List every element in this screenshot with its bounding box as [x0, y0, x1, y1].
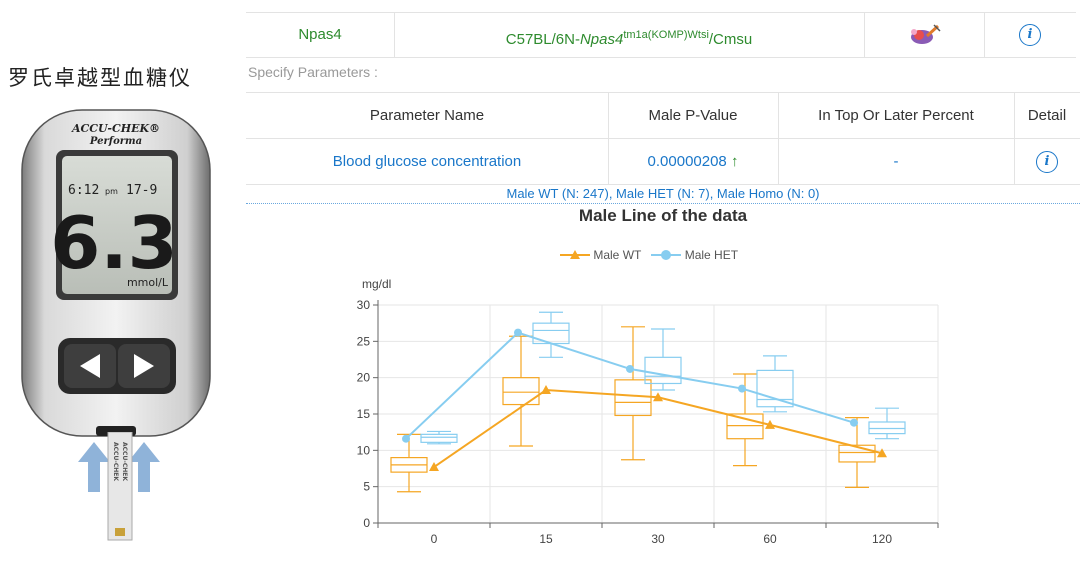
- strip-label: ACCU-CHEK: [112, 442, 119, 481]
- header-male-p-value: Male P-Value: [648, 107, 738, 124]
- box: [838, 444, 876, 463]
- meter-time: 6:12: [68, 183, 99, 198]
- series-line: [405, 331, 855, 440]
- p-value: 0.00000208: [647, 153, 727, 170]
- data-point: [429, 462, 439, 472]
- table-row: Blood glucose concentration 0.00000208 ↑…: [246, 138, 1080, 185]
- meter-brand: ACCU-CHEK®: [71, 122, 160, 135]
- box: [502, 377, 540, 406]
- percent-value: -: [893, 153, 899, 170]
- box: [532, 322, 570, 345]
- info-icon: i: [1019, 24, 1041, 47]
- chart-legend[interactable]: Male WT Male HET: [560, 247, 738, 262]
- data-point: [514, 328, 522, 337]
- data-point: [402, 434, 410, 443]
- gene-symbol[interactable]: Npas4: [298, 26, 342, 43]
- box: [868, 421, 906, 435]
- data-point: [738, 384, 746, 393]
- data-point: [653, 392, 663, 402]
- y-tick-label: 15: [357, 407, 371, 421]
- data-point: [877, 448, 887, 458]
- table-header-row: Parameter Name Male P-Value In Top Or La…: [246, 92, 1080, 138]
- meter-reading: 6.3: [50, 201, 178, 285]
- meter-unit: mmol/L: [127, 276, 169, 289]
- meter-date: 17-9: [126, 183, 157, 198]
- p-value-cell: 0.00000208 ↑: [608, 139, 778, 184]
- sample-summary: Male WT (N: 247), Male HET (N: 7), Male …: [246, 186, 1080, 204]
- y-tick-label: 0: [363, 516, 370, 530]
- chart-title: Male Line of the data: [578, 206, 748, 225]
- x-tick-label: 30: [651, 532, 665, 546]
- boxplot-line-chart: mg/dl 0 5 10 15 20 25 30 0 15 30 60 120: [357, 277, 939, 546]
- x-tick-label: 0: [431, 532, 438, 546]
- left-arrow-icon: [80, 354, 100, 378]
- gene-row: Npas4 C57BL/6N-Npas4tm1a(KOMP)Wtsi/Cmsu …: [246, 12, 1076, 58]
- x-tick-label: 60: [763, 532, 777, 546]
- legend-male-wt[interactable]: Male WT: [593, 247, 642, 262]
- info-icon: i: [1036, 151, 1058, 174]
- header-percent: In Top Or Later Percent: [818, 107, 974, 124]
- x-tick-label: 120: [872, 532, 892, 546]
- y-tick-label: 30: [357, 298, 371, 312]
- detail-button[interactable]: i: [1014, 139, 1080, 184]
- box: [756, 369, 794, 408]
- box: [420, 433, 458, 443]
- meter-pm: pm: [105, 187, 118, 196]
- y-tick-label: 5: [363, 480, 370, 494]
- y-tick-label: 25: [357, 334, 371, 348]
- test-strip-image: ACCU-CHEK ACCU-CHEK: [78, 432, 160, 541]
- data-point: [850, 418, 858, 427]
- parameter-link[interactable]: Blood glucose concentration: [332, 153, 522, 170]
- insert-arrow-icon: [78, 442, 110, 492]
- strip-label: ACCU-CHEK: [121, 442, 128, 481]
- data-point: [765, 419, 775, 429]
- arrow-up-icon: ↑: [730, 153, 739, 170]
- glucose-meter-image: ACCU-CHEK® Performa 6:12 pm 17-9 6.3 mmo…: [21, 109, 211, 437]
- parameter-table: Parameter Name Male P-Value In Top Or La…: [246, 92, 1080, 185]
- y-tick-label: 20: [357, 371, 371, 385]
- insert-arrow-icon: [128, 442, 160, 492]
- specify-parameters-label: Specify Parameters :: [248, 64, 378, 80]
- data-point: [541, 385, 551, 395]
- meter-model: Performa: [89, 136, 142, 147]
- box: [644, 356, 682, 385]
- allele-prefix: C57BL/6N-: [505, 31, 580, 48]
- series-line: [433, 388, 883, 468]
- y-tick-label: 10: [357, 443, 371, 457]
- box: [614, 379, 652, 417]
- allele-superscript: tm1a(KOMP)Wtsi: [623, 29, 709, 41]
- header-parameter-name: Parameter Name: [369, 107, 485, 124]
- allele-name: C57BL/6N-Npas4tm1a(KOMP)Wtsi/Cmsu: [394, 13, 864, 57]
- allele-gene: Npas4: [579, 31, 624, 48]
- box: [726, 413, 764, 440]
- legend-male-het[interactable]: Male HET: [684, 247, 739, 262]
- mouse-syringe-icon: [864, 13, 984, 57]
- meter-title: 罗氏卓越型血糖仪: [8, 66, 192, 90]
- header-detail: Detail: [1027, 107, 1067, 124]
- y-axis-label: mg/dl: [362, 277, 391, 291]
- allele-suffix: /Cmsu: [708, 31, 753, 48]
- gene-info-button[interactable]: i: [984, 13, 1076, 57]
- x-tick-label: 15: [539, 532, 553, 546]
- right-arrow-icon: [134, 354, 154, 378]
- data-point: [626, 364, 634, 373]
